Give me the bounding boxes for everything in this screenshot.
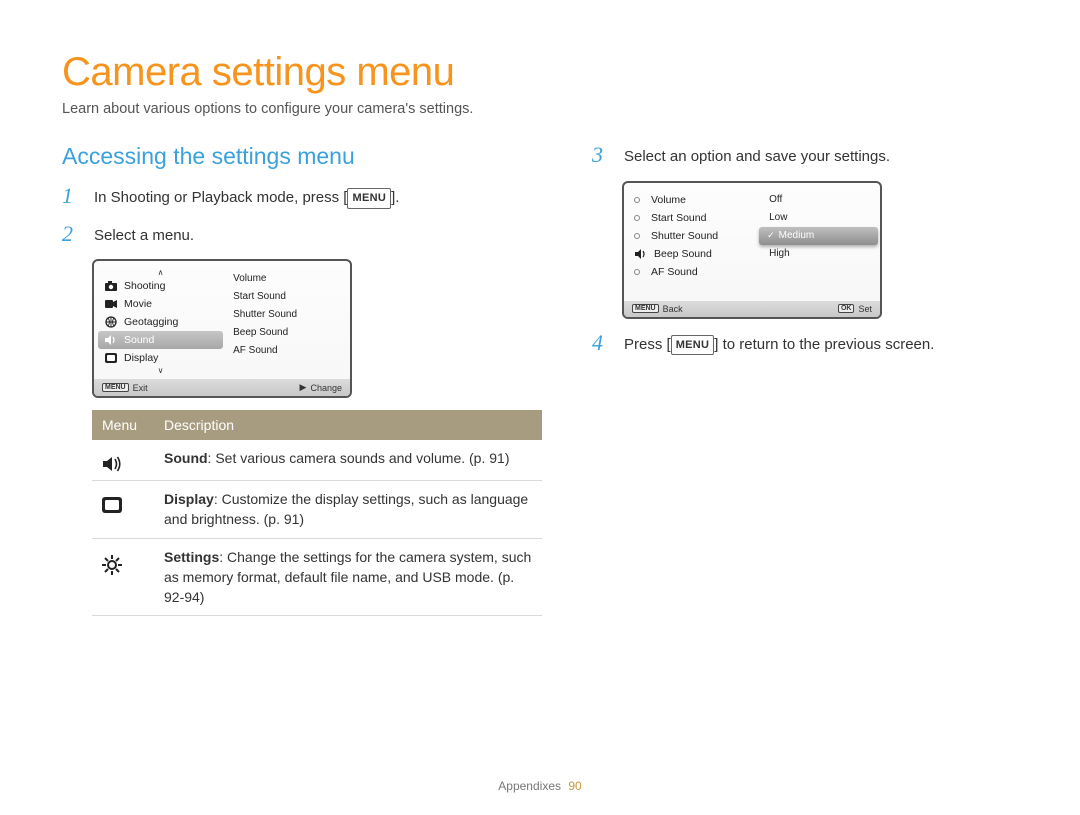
table-head-description: Description bbox=[154, 410, 542, 440]
step-2: 2 Select a menu. bbox=[62, 222, 542, 248]
step-text-pre: In Shooting or Playback mode, press [ bbox=[94, 189, 347, 206]
submenu-item-shuttersound[interactable]: Shutter Sound bbox=[624, 227, 757, 245]
submenu-item-afsound[interactable]: AF Sound bbox=[624, 263, 757, 281]
menu-item-display[interactable]: Display bbox=[94, 349, 227, 367]
option-high[interactable]: High bbox=[761, 245, 876, 263]
submenu-item-startsound[interactable]: Start Sound bbox=[624, 209, 757, 227]
menu-item-label: Shooting bbox=[124, 280, 165, 292]
submenu-item[interactable]: Volume bbox=[231, 269, 346, 287]
step-text: Press [MENU] to return to the previous s… bbox=[624, 331, 934, 357]
movie-icon bbox=[104, 298, 118, 310]
menu-chip-icon: MENU bbox=[102, 383, 129, 392]
radio-icon bbox=[634, 197, 640, 203]
camera-icon bbox=[104, 280, 118, 292]
screenshot-menu: ∧ Shooting Movie Geotagging bbox=[92, 259, 352, 398]
menu-item-movie[interactable]: Movie bbox=[94, 295, 227, 313]
radio-icon bbox=[634, 215, 640, 221]
submenu-label: AF Sound bbox=[651, 266, 698, 278]
globe-icon bbox=[104, 316, 118, 328]
step-text-pre: Press [ bbox=[624, 336, 671, 353]
step-number: 1 bbox=[62, 184, 80, 208]
sound-icon bbox=[92, 440, 154, 481]
step-number: 3 bbox=[592, 143, 610, 167]
option-low[interactable]: Low bbox=[761, 209, 876, 227]
option-medium[interactable]: ✓ Medium bbox=[759, 227, 878, 245]
menu-item-sound[interactable]: Sound bbox=[98, 331, 223, 349]
footer-left-label: Exit bbox=[133, 383, 148, 393]
sound-icon bbox=[634, 248, 648, 260]
screenshot-footer: MENU Exit ▶ Change bbox=[94, 379, 350, 396]
sound-icon bbox=[104, 334, 118, 346]
options-left-pane: Volume Start Sound Shutter Sound Beep So… bbox=[624, 189, 757, 299]
submenu-item[interactable]: AF Sound bbox=[231, 341, 346, 359]
play-icon: ▶ bbox=[300, 382, 307, 393]
right-column: 3 Select an option and save your setting… bbox=[592, 143, 1018, 616]
section-heading: Accessing the settings menu bbox=[62, 143, 542, 170]
ok-chip-icon: OK bbox=[838, 304, 855, 313]
step-number: 2 bbox=[62, 222, 80, 246]
table-cell-desc: Display: Customize the display settings,… bbox=[154, 481, 542, 539]
submenu-item-volume[interactable]: Volume bbox=[624, 191, 757, 209]
radio-icon bbox=[634, 269, 640, 275]
menu-right-pane: Volume Start Sound Shutter Sound Beep So… bbox=[227, 267, 350, 377]
step-text: Select a menu. bbox=[94, 222, 194, 248]
menu-description-table: Menu Description Sound: Set various came… bbox=[92, 410, 542, 616]
step-text: In Shooting or Playback mode, press [MEN… bbox=[94, 184, 399, 210]
table-row: Display: Customize the display settings,… bbox=[92, 481, 542, 539]
step-4: 4 Press [MENU] to return to the previous… bbox=[592, 331, 1018, 357]
options-right-pane: Off Low ✓ Medium High bbox=[757, 189, 880, 299]
display-icon bbox=[104, 352, 118, 364]
option-label: Medium bbox=[779, 230, 815, 241]
submenu-item[interactable]: Start Sound bbox=[231, 287, 346, 305]
menu-item-label: Geotagging bbox=[124, 316, 178, 328]
table-row: Sound: Set various camera sounds and vol… bbox=[92, 440, 542, 481]
radio-icon bbox=[634, 233, 640, 239]
left-column: Accessing the settings menu 1 In Shootin… bbox=[62, 143, 542, 616]
step-3: 3 Select an option and save your setting… bbox=[592, 143, 1018, 169]
caret-down-icon: ∨ bbox=[94, 367, 227, 375]
table-cell-desc: Settings: Change the settings for the ca… bbox=[154, 538, 542, 616]
page-footer: Appendixes 90 bbox=[0, 779, 1080, 793]
submenu-label: Beep Sound bbox=[654, 248, 712, 260]
menu-item-label: Sound bbox=[124, 334, 154, 346]
menu-left-pane: ∧ Shooting Movie Geotagging bbox=[94, 267, 227, 377]
footer-right-label: Set bbox=[858, 304, 872, 314]
submenu-item[interactable]: Beep Sound bbox=[231, 323, 346, 341]
option-off[interactable]: Off bbox=[761, 191, 876, 209]
footer-label: Appendixes bbox=[498, 779, 561, 793]
step-text: Select an option and save your settings. bbox=[624, 143, 890, 169]
submenu-item-beepsound[interactable]: Beep Sound bbox=[624, 245, 757, 263]
menu-button-label: MENU bbox=[671, 335, 715, 356]
menu-item-shooting[interactable]: Shooting bbox=[94, 277, 227, 295]
menu-item-label: Movie bbox=[124, 298, 152, 310]
page-title: Camera settings menu bbox=[62, 50, 1018, 95]
submenu-item[interactable]: Shutter Sound bbox=[231, 305, 346, 323]
submenu-label: Start Sound bbox=[651, 212, 706, 224]
screenshot-options: Volume Start Sound Shutter Sound Beep So… bbox=[622, 181, 882, 319]
menu-item-geotagging[interactable]: Geotagging bbox=[94, 313, 227, 331]
page-number: 90 bbox=[568, 779, 581, 793]
screenshot-footer: MENU Back OK Set bbox=[624, 301, 880, 317]
submenu-label: Volume bbox=[651, 194, 686, 206]
gear-icon bbox=[92, 538, 154, 616]
footer-left-label: Back bbox=[663, 304, 683, 314]
step-1: 1 In Shooting or Playback mode, press [M… bbox=[62, 184, 542, 210]
step-text-post: ]. bbox=[391, 189, 399, 206]
page-subtitle: Learn about various options to configure… bbox=[62, 101, 1018, 117]
table-cell-desc: Sound: Set various camera sounds and vol… bbox=[154, 440, 542, 481]
table-row: Settings: Change the settings for the ca… bbox=[92, 538, 542, 616]
step-number: 4 bbox=[592, 331, 610, 355]
menu-chip-icon: MENU bbox=[632, 304, 659, 313]
menu-item-label: Display bbox=[124, 352, 158, 364]
submenu-label: Shutter Sound bbox=[651, 230, 718, 242]
step-text-post: ] to return to the previous screen. bbox=[714, 336, 934, 353]
footer-right-label: Change bbox=[310, 383, 342, 393]
table-head-menu: Menu bbox=[92, 410, 154, 440]
display-icon bbox=[92, 481, 154, 539]
menu-button-label: MENU bbox=[347, 188, 391, 209]
caret-up-icon: ∧ bbox=[94, 269, 227, 277]
check-icon: ✓ bbox=[767, 230, 775, 241]
